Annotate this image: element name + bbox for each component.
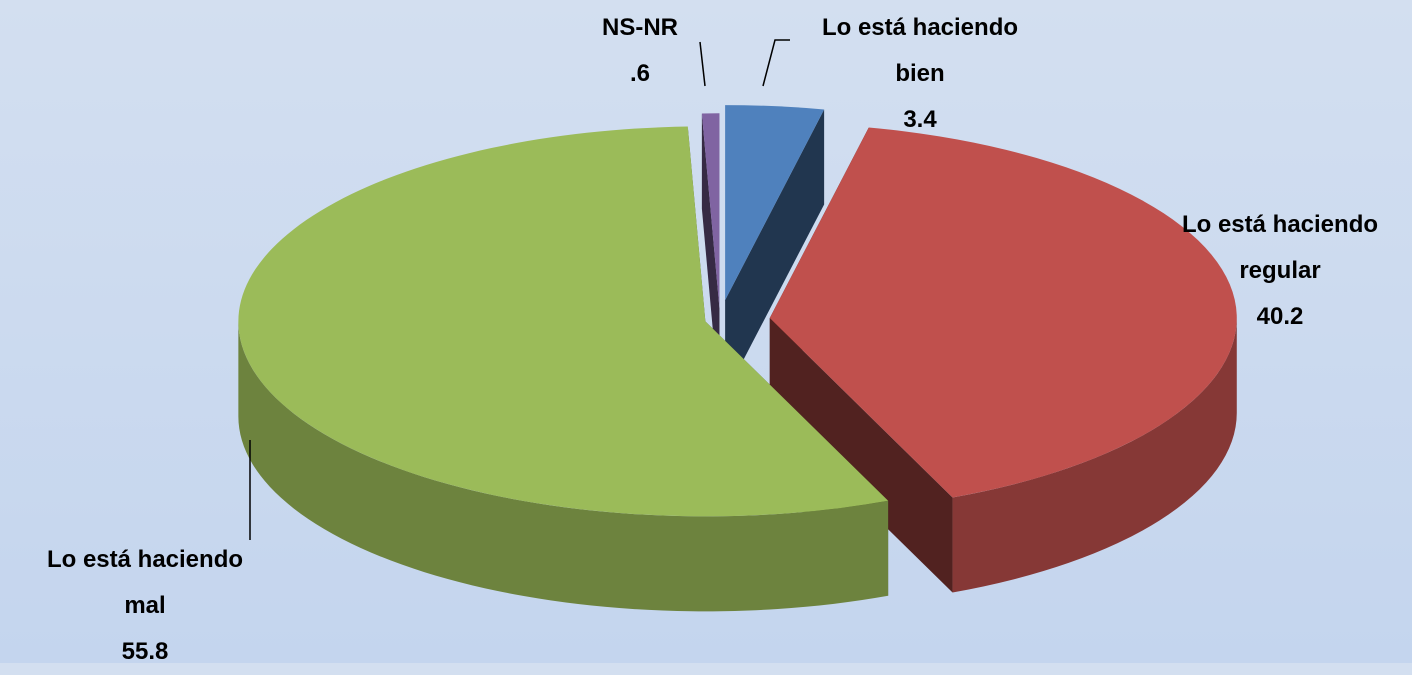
slice bbox=[701, 113, 720, 309]
value-label: 55.8 bbox=[121, 638, 169, 665]
data-label: Lo está haciendo bien 3.4 bbox=[800, 5, 1040, 143]
slice bbox=[725, 105, 825, 301]
value-label: 40.2 bbox=[1256, 303, 1304, 330]
leader-line bbox=[699, 41, 706, 87]
category-label: Lo está haciendo regular bbox=[1181, 211, 1379, 284]
data-label: NS-NR .6 bbox=[520, 5, 760, 97]
slice-wall bbox=[701, 113, 720, 404]
category-label: Lo está haciendo mal bbox=[46, 546, 244, 619]
leader-lines bbox=[249, 39, 790, 540]
slice-wall bbox=[725, 109, 825, 396]
slice-wall bbox=[769, 318, 953, 593]
slice-side bbox=[952, 318, 1237, 593]
slice-side bbox=[238, 321, 889, 612]
leader-line bbox=[762, 39, 790, 87]
category-label: Lo está haciendo bien bbox=[821, 14, 1019, 87]
category-label: NS-NR bbox=[602, 14, 678, 41]
slice bbox=[238, 126, 889, 517]
value-label: .6 bbox=[629, 60, 650, 87]
slice-tops bbox=[238, 105, 1237, 517]
value-label: 3.4 bbox=[903, 106, 937, 133]
data-label: Lo está haciendo mal 55.8 bbox=[25, 537, 265, 675]
data-label: Lo está haciendo regular 40.2 bbox=[1160, 202, 1400, 340]
slice bbox=[769, 127, 1237, 498]
